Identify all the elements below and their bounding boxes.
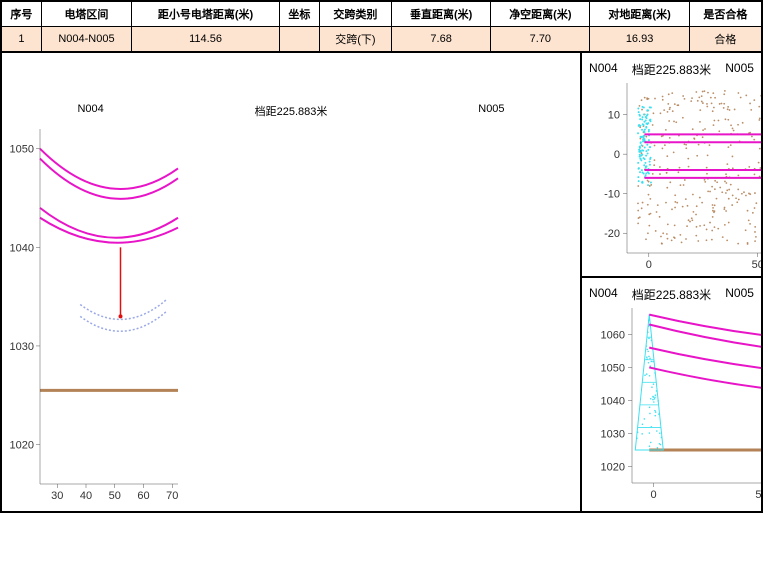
cell-vdist: 7.68 [392,27,491,52]
cell-pass: 合格 [689,27,761,52]
cell-index: 1 [2,27,42,52]
svg-text:50: 50 [109,490,121,502]
chart-top-titles: N004 档距225.883米 N005 [582,53,761,78]
col-dist: 距小号电塔距离(米) [132,2,280,27]
chart-bottom-left-label: N004 [589,286,618,303]
chart-top-right-label: N005 [725,61,754,78]
chart-right-left-label: N004 [77,103,103,119]
svg-text:1060: 1060 [601,329,625,341]
svg-text:0: 0 [651,489,657,501]
table-header-row: 序号 电塔区间 距小号电塔距离(米) 坐标 交跨类别 垂直距离(米) 净空距离(… [2,2,762,27]
col-coord: 坐标 [279,2,319,27]
svg-text:1030: 1030 [601,428,625,440]
chart-bottom-titles: N004 档距225.883米 N005 [582,278,761,303]
cell-gdist: 16.93 [590,27,689,52]
cell-type: 交跨(下) [319,27,391,52]
report-container: 序号 电塔区间 距小号电塔距离(米) 坐标 交跨类别 垂直距离(米) 净空距离(… [0,0,763,513]
col-type: 交跨类别 [319,2,391,27]
charts-grid: N004 档距225.883米 N005 050100150200-20-100… [1,52,762,512]
svg-text:40: 40 [80,490,92,502]
col-vdist: 垂直距离(米) [392,2,491,27]
svg-text:1040: 1040 [601,395,625,407]
chart-bottom-right-label: N005 [725,286,754,303]
cell-cdist: 7.70 [491,27,590,52]
col-cdist: 净空距离(米) [491,2,590,27]
svg-text:-10: -10 [604,189,620,201]
col-gdist: 对地距离(米) [590,2,689,27]
svg-text:70: 70 [166,490,178,502]
svg-text:1020: 1020 [601,461,625,473]
svg-text:1040: 1040 [10,242,34,254]
chart-top-plan-view: N004 档距225.883米 N005 050100150200-20-100… [581,52,762,277]
svg-text:50: 50 [755,489,762,501]
chart-bottom-elevation-view: N004 档距225.883米 N005 0501001502001020103… [581,277,762,512]
svg-text:0: 0 [614,149,620,161]
cell-coord [279,27,319,52]
data-table: 序号 电塔区间 距小号电塔距离(米) 坐标 交跨类别 垂直距离(米) 净空距离(… [1,1,762,52]
table-row: 1 N004-N005 114.56 交跨(下) 7.68 7.70 16.93… [2,27,762,52]
svg-text:-20: -20 [604,228,620,240]
chart-right-titles: N004 档距225.883米 N005 [2,53,580,119]
svg-text:10: 10 [608,110,620,122]
cell-span: N004-N005 [41,27,131,52]
svg-text:30: 30 [51,490,63,502]
svg-text:1030: 1030 [10,341,34,353]
svg-text:1050: 1050 [10,144,34,156]
col-index: 序号 [2,2,42,27]
chart-top-left-label: N004 [589,61,618,78]
chart-bottom-svg: 05010015020010201030104010501060115 [582,303,762,511]
svg-text:60: 60 [137,490,149,502]
svg-text:1050: 1050 [601,362,625,374]
chart-right-detail-view: N004 档距225.883米 N005 30 40 50 60 70 1020 1030 1… [1,52,581,512]
chart-top-svg: 050100150200-20-10010115 [582,78,762,277]
chart-bottom-center-label: 档距225.883米 [632,286,711,303]
col-pass: 是否合格 [689,2,761,27]
chart-right-svg: 30 40 50 60 70 1020 1030 1040 1050 [2,119,183,509]
chart-top-center-label: 档距225.883米 [632,61,711,78]
svg-text:0: 0 [646,259,652,271]
cell-dist: 114.56 [132,27,280,52]
col-span: 电塔区间 [41,2,131,27]
chart-right-right-label: N005 [478,103,504,119]
chart-right-center-label: 档距225.883米 [255,103,328,119]
svg-text:1020: 1020 [10,440,34,452]
svg-text:50: 50 [752,259,762,271]
